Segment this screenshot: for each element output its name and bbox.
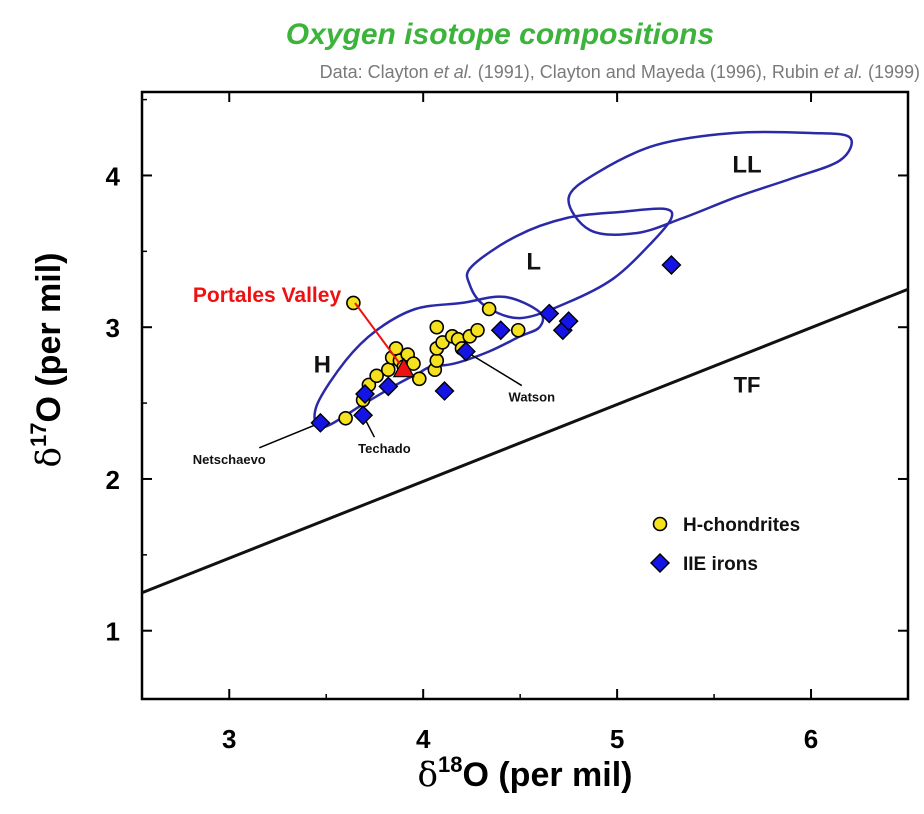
annotation-label: Netschaevo [193, 452, 266, 467]
legend: H-chondrites IIE irons [650, 515, 800, 575]
legend-iie-irons-label: IIE irons [683, 554, 758, 575]
y-axis-label-sup: 17 [26, 423, 51, 447]
axis-ticks: 3 4 5 6 1 2 3 4 [106, 92, 908, 754]
region-label-l: L [526, 249, 541, 276]
subtitle-part-4: et al. [824, 62, 863, 82]
y-axis-label-rest: O (per mil) [30, 253, 68, 423]
h-chondrite-point [510, 322, 526, 338]
h-chondrite-point [429, 319, 445, 335]
h-chondrite-point [338, 410, 353, 426]
iie-iron-point [355, 383, 376, 404]
region-label-h: H [314, 352, 331, 379]
h-chondrite-point [429, 353, 445, 368]
iie-iron-point [310, 412, 331, 433]
annotation-label: Watson [509, 390, 556, 405]
h-chondrite-point [412, 371, 427, 387]
y-axis-label-greek: δ [29, 447, 69, 467]
iie-iron-point [434, 380, 455, 401]
y-tick-label: 1 [106, 617, 120, 647]
portales-valley-label: Portales Valley [193, 284, 342, 307]
y-tick-label: 2 [106, 465, 120, 495]
x-axis-label-greek: δ [418, 755, 438, 795]
iie-iron-point [539, 303, 560, 324]
x-tick-label: 5 [610, 724, 624, 754]
iie-iron-point [378, 376, 399, 397]
legend-iie-irons-marker [650, 553, 670, 573]
annotation-leader [258, 422, 321, 449]
x-axis-label-rest: O (per mil) [462, 756, 632, 794]
plot-frame [140, 90, 910, 701]
tf-reference-line [141, 287, 909, 595]
chart-subtitle: Data: Clayton et al. (1991), Clayton and… [320, 62, 920, 82]
special-point-group: Portales Valley [193, 284, 415, 378]
subtitle-part-5: (1999) [863, 62, 920, 82]
x-axis-label: δ18O (per mil) [418, 752, 633, 795]
y-tick-label: 4 [106, 161, 121, 191]
annotation-label: Techado [358, 441, 411, 456]
subtitle-part-1: Data: Clayton [320, 62, 434, 82]
x-tick-label: 3 [222, 724, 236, 754]
subtitle-part-2: et al. [434, 62, 473, 82]
region-outline-ll [567, 130, 853, 236]
region-label-ll: LL [732, 151, 761, 178]
h-chondrite-point [481, 301, 497, 317]
iie-iron-point [353, 405, 374, 426]
iie-iron-point [661, 255, 682, 275]
iie-iron-point [455, 341, 476, 362]
legend-h-chondrites-label: H-chondrites [683, 515, 800, 536]
y-axis-label: δ17O (per mil) [26, 253, 69, 468]
x-axis-label-sup: 18 [438, 752, 462, 777]
h-chondrite-point [369, 368, 384, 384]
h-chondrite-point [380, 362, 396, 378]
portales-leader [354, 302, 401, 365]
legend-h-chondrites-marker [652, 516, 668, 532]
iie-iron-point [558, 311, 579, 332]
tf-line-group: TF [141, 287, 909, 595]
subtitle-part-3: (1991), Clayton and Mayeda (1996), Rubin [473, 62, 824, 82]
y-tick-label: 3 [106, 313, 120, 343]
h-chondrite-point [470, 322, 485, 338]
data-points [310, 255, 682, 433]
x-tick-label: 6 [804, 724, 818, 754]
annotation-leader [465, 350, 523, 387]
chart-title: Oxygen isotope compositions [286, 18, 714, 51]
tf-line-label: TF [734, 372, 761, 397]
point-annotations: Netschaevo Techado Watson [193, 350, 556, 467]
iie-iron-point [490, 320, 511, 341]
portales-valley-marker [392, 357, 415, 378]
x-tick-label: 4 [416, 724, 431, 754]
